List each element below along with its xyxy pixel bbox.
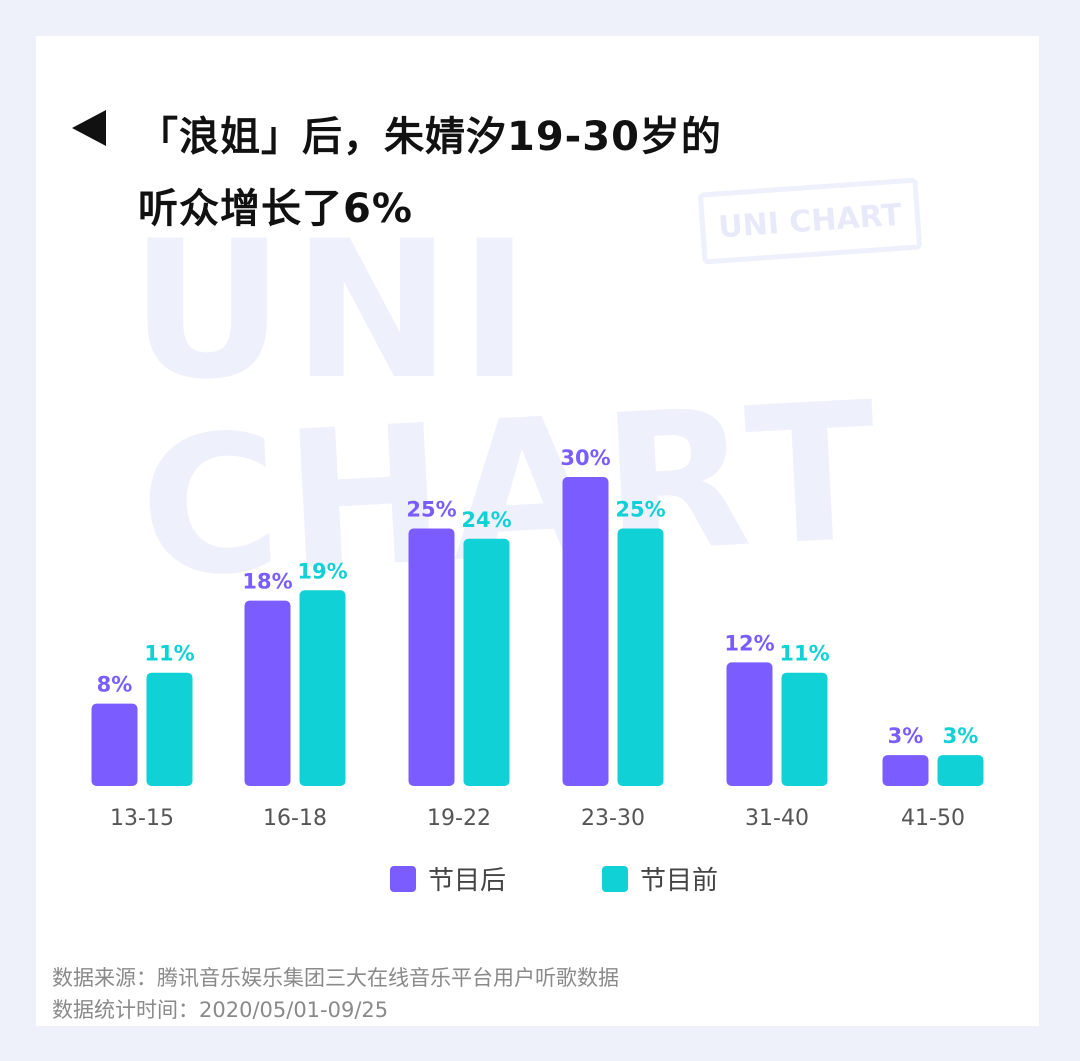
watermark-uni: UNI — [130, 200, 538, 421]
data-source-note: 数据来源：腾讯音乐娱乐集团三大在线音乐平台用户听歌数据 — [52, 966, 619, 990]
data-label-before-19-22: 24% — [461, 508, 511, 532]
chart-card — [36, 36, 1039, 1026]
bar-before-13-15 — [146, 672, 193, 786]
legend-label-before: 节目前 — [640, 866, 719, 896]
x-tick-label-41-50: 41-50 — [901, 806, 965, 831]
bar-after-23-30 — [562, 477, 609, 786]
x-tick-label-16-18: 16-18 — [263, 806, 327, 831]
bar-before-23-30 — [617, 528, 664, 786]
bar-after-13-15 — [91, 703, 138, 786]
data-label-before-41-50: 3% — [943, 724, 979, 748]
chart-title-line-2: 听众增长了6% — [138, 186, 413, 232]
bar-before-31-40 — [781, 672, 828, 786]
x-tick-label-31-40: 31-40 — [745, 806, 809, 831]
bar-after-19-22 — [408, 528, 455, 786]
legend-item-after: 节目后 — [390, 860, 506, 897]
bar-before-16-18 — [299, 590, 346, 786]
bar-after-16-18 — [244, 600, 291, 786]
data-label-after-13-15: 8% — [97, 673, 133, 697]
x-tick-label-23-30: 23-30 — [581, 806, 645, 831]
data-label-after-31-40: 12% — [724, 631, 774, 655]
x-tick-label-19-22: 19-22 — [427, 806, 491, 831]
chart-title-line-1: 「浪姐」后，朱婧汐19-30岁的 — [138, 114, 722, 160]
x-tick-label-13-15: 13-15 — [110, 806, 174, 831]
data-label-before-31-40: 11% — [779, 642, 829, 666]
data-label-before-23-30: 25% — [615, 498, 665, 522]
play-back-icon — [72, 110, 106, 146]
data-label-after-41-50: 3% — [888, 724, 924, 748]
data-label-after-19-22: 25% — [406, 498, 456, 522]
legend-swatch-before — [602, 865, 628, 892]
data-label-before-16-18: 19% — [297, 559, 347, 583]
bar-before-41-50 — [937, 755, 984, 786]
legend-swatch-after — [390, 865, 416, 892]
data-label-after-16-18: 18% — [242, 570, 292, 594]
data-label-after-23-30: 30% — [560, 446, 610, 470]
bar-after-31-40 — [726, 662, 773, 786]
legend-label-after: 节目后 — [428, 866, 507, 896]
data-period-note: 数据统计时间：2020/05/01-09/25 — [52, 998, 389, 1022]
bar-before-19-22 — [463, 538, 510, 786]
data-label-before-13-15: 11% — [144, 642, 194, 666]
legend-item-before: 节目前 — [602, 860, 718, 897]
bar-after-41-50 — [882, 755, 929, 786]
